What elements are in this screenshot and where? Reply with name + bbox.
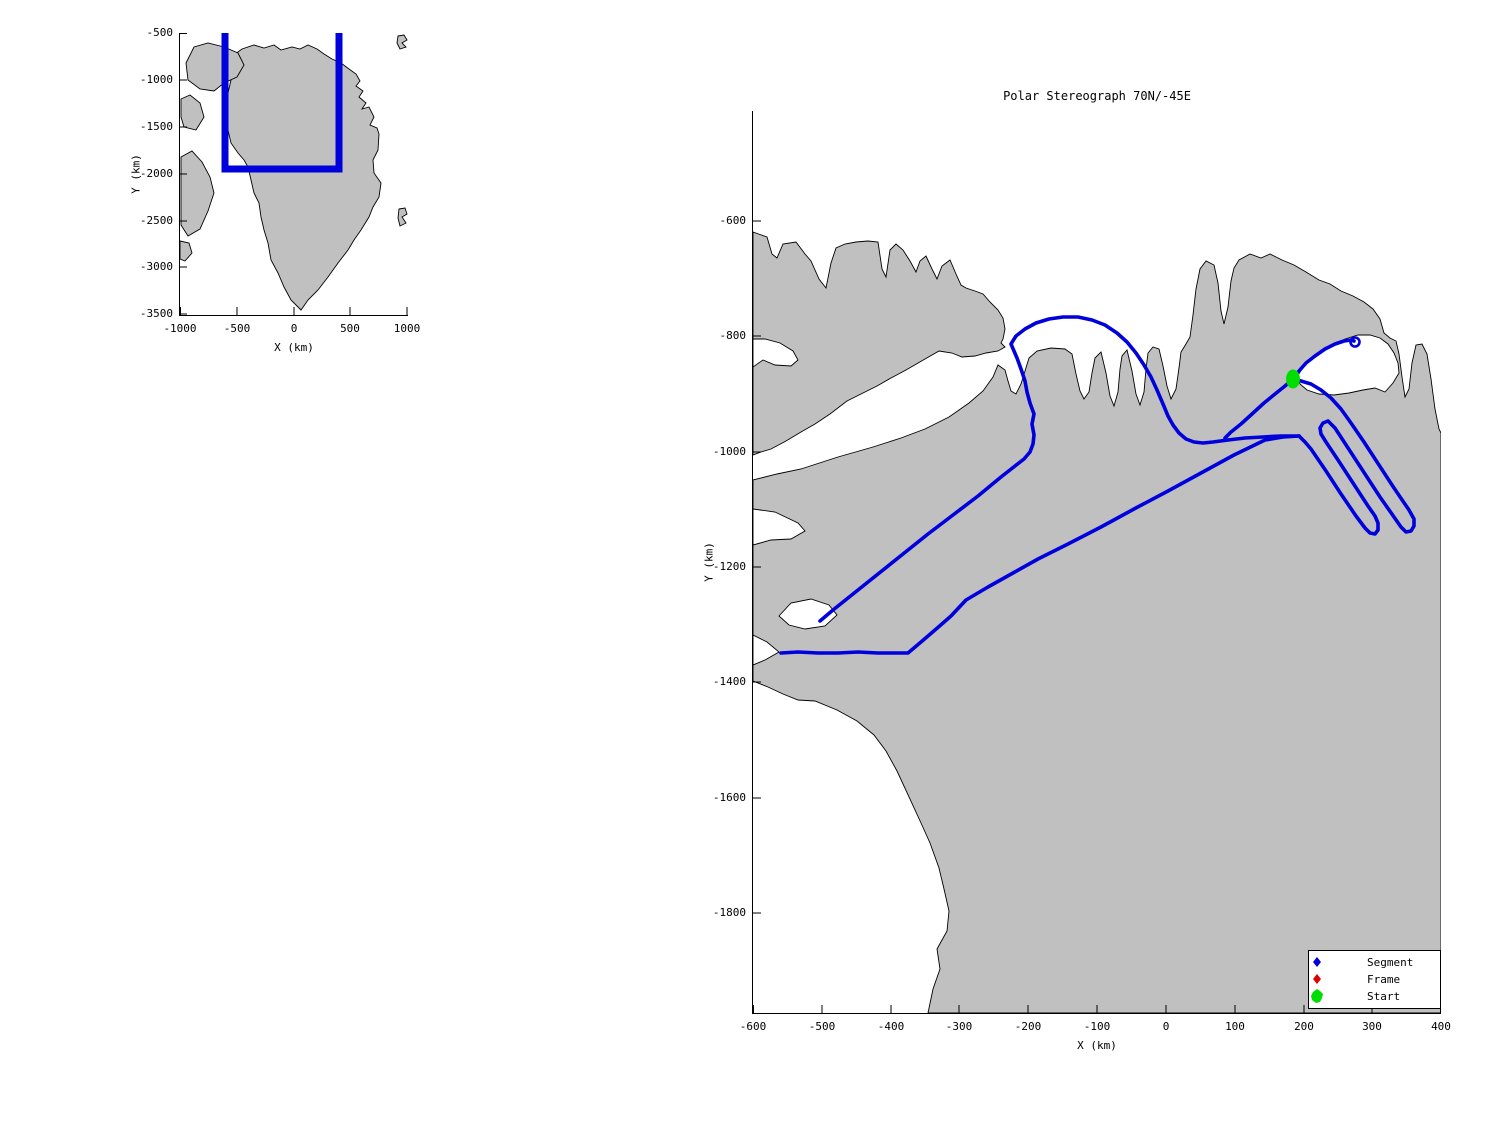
coastline-north-landmass <box>753 231 1006 456</box>
flight-track-racetrack <box>1291 377 1416 536</box>
main-ytick: -1800 <box>712 905 746 919</box>
main-ytick: -1600 <box>712 790 746 804</box>
fjord-pocket <box>753 508 806 546</box>
inset-ytick: -500 <box>146 25 174 39</box>
legend-box: Segment Frame Start <box>1308 950 1441 1009</box>
island-south <box>180 240 193 262</box>
inset-x-axis-label: X (km) <box>274 341 314 354</box>
island-iceland <box>397 207 408 227</box>
greenland-landmass <box>223 44 382 311</box>
start-marker-icon <box>1311 989 1323 1003</box>
legend-row-segment: Segment <box>1309 954 1440 971</box>
legend-row-frame: Frame <box>1309 971 1440 988</box>
inset-ytick: -1500 <box>139 119 173 133</box>
fjord-kidney <box>753 338 799 368</box>
inset-ytick: -2500 <box>139 213 173 227</box>
main-ytick: -1000 <box>712 444 746 458</box>
main-xtick: 300 <box>1362 1020 1382 1033</box>
flight-track-transit-arc <box>818 315 1301 623</box>
main-ytick: -1400 <box>712 674 746 688</box>
inset-tick-marks <box>180 33 408 315</box>
island-svalbard <box>396 34 408 50</box>
main-y-axis-label: Y (km) <box>702 542 716 582</box>
start-marker <box>1286 369 1300 389</box>
plot-title: Polar Stereograph 70N/-45E <box>1003 89 1191 103</box>
main-xtick: 400 <box>1431 1020 1451 1033</box>
inset-ytick: -3500 <box>139 306 173 320</box>
inset-overview-axes: -500 -1000 -1500 -2000 -2500 -3000 -3500… <box>130 26 421 354</box>
inset-y-axis-label: Y (km) <box>129 154 143 194</box>
main-map-axes: Polar Stereograph 70N/-45E <box>703 89 1451 1052</box>
inset-map-canvas <box>180 33 408 315</box>
main-ytick: -600 <box>719 213 747 227</box>
inset-xtick: 0 <box>290 322 298 335</box>
main-xtick: -300 <box>945 1020 973 1033</box>
fjord-notch-station <box>778 598 838 630</box>
main-xtick: 0 <box>1162 1020 1170 1033</box>
inset-xtick: 1000 <box>393 322 421 335</box>
inset-ytick: -3000 <box>139 259 173 273</box>
main-xtick: -400 <box>877 1020 905 1033</box>
inset-ytick: -2000 <box>139 166 173 180</box>
roi-box-outline <box>221 33 343 173</box>
segment-marker-icon <box>1313 957 1321 967</box>
main-ytick: -800 <box>719 328 747 342</box>
flight-track-transit-low <box>779 434 1301 655</box>
main-ytick: -1200 <box>712 559 746 573</box>
frame-marker-icon <box>1313 974 1321 984</box>
fjord-notch-west <box>753 634 780 666</box>
track-end-ring-marker <box>1349 336 1361 348</box>
main-xtick: -600 <box>739 1020 767 1033</box>
island-baffin <box>180 150 215 237</box>
legend-label-segment: Segment <box>1367 956 1414 969</box>
main-xtick: -500 <box>808 1020 836 1033</box>
flight-track-start-branch <box>1223 377 1295 440</box>
inset-xtick: -500 <box>223 322 251 335</box>
island-ellesmere <box>185 42 245 92</box>
inset-ytick: -1000 <box>139 72 173 86</box>
legend-row-start: Start <box>1309 988 1440 1005</box>
inset-xtick: 500 <box>340 322 360 335</box>
main-map-canvas <box>753 220 1441 1013</box>
legend-label-start: Start <box>1367 990 1401 1003</box>
main-xtick: 100 <box>1225 1020 1245 1033</box>
flight-track-end-branch <box>1291 338 1356 381</box>
main-x-axis-label: X (km) <box>1077 1039 1117 1052</box>
main-xtick: -200 <box>1014 1020 1042 1033</box>
coastline-main-landmass <box>753 253 1441 1013</box>
main-xtick: 200 <box>1294 1020 1314 1033</box>
main-xtick: -100 <box>1083 1020 1111 1033</box>
inset-xtick: -1000 <box>163 322 197 335</box>
island-devon <box>180 94 205 131</box>
legend-label-frame: Frame <box>1367 973 1401 986</box>
